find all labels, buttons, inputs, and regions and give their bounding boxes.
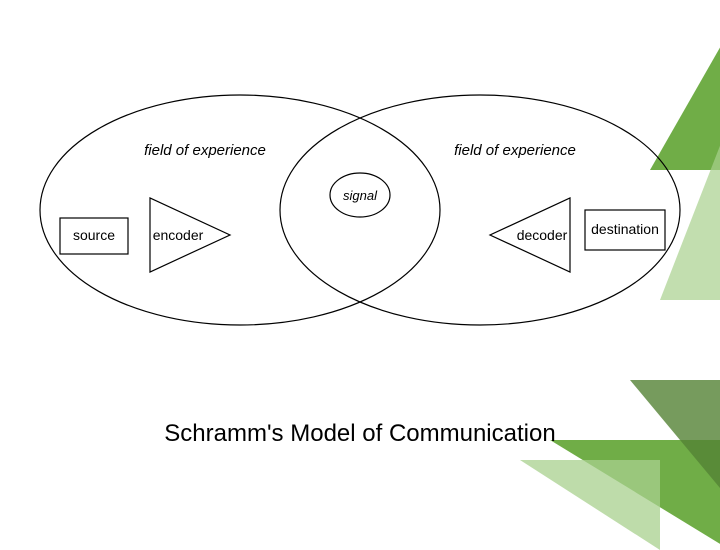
encoder-label: encoder — [153, 227, 204, 243]
right-field-label: field of experience — [454, 142, 576, 159]
signal-label: signal — [343, 188, 378, 203]
decoder-label: decoder — [517, 227, 568, 243]
source-label: source — [73, 227, 115, 243]
schramm-diagram: field of experience field of experience … — [30, 60, 690, 380]
destination-label: destination — [591, 221, 659, 237]
left-field-label: field of experience — [144, 142, 266, 159]
diagram-caption: Schramm's Model of Communication — [0, 420, 720, 448]
